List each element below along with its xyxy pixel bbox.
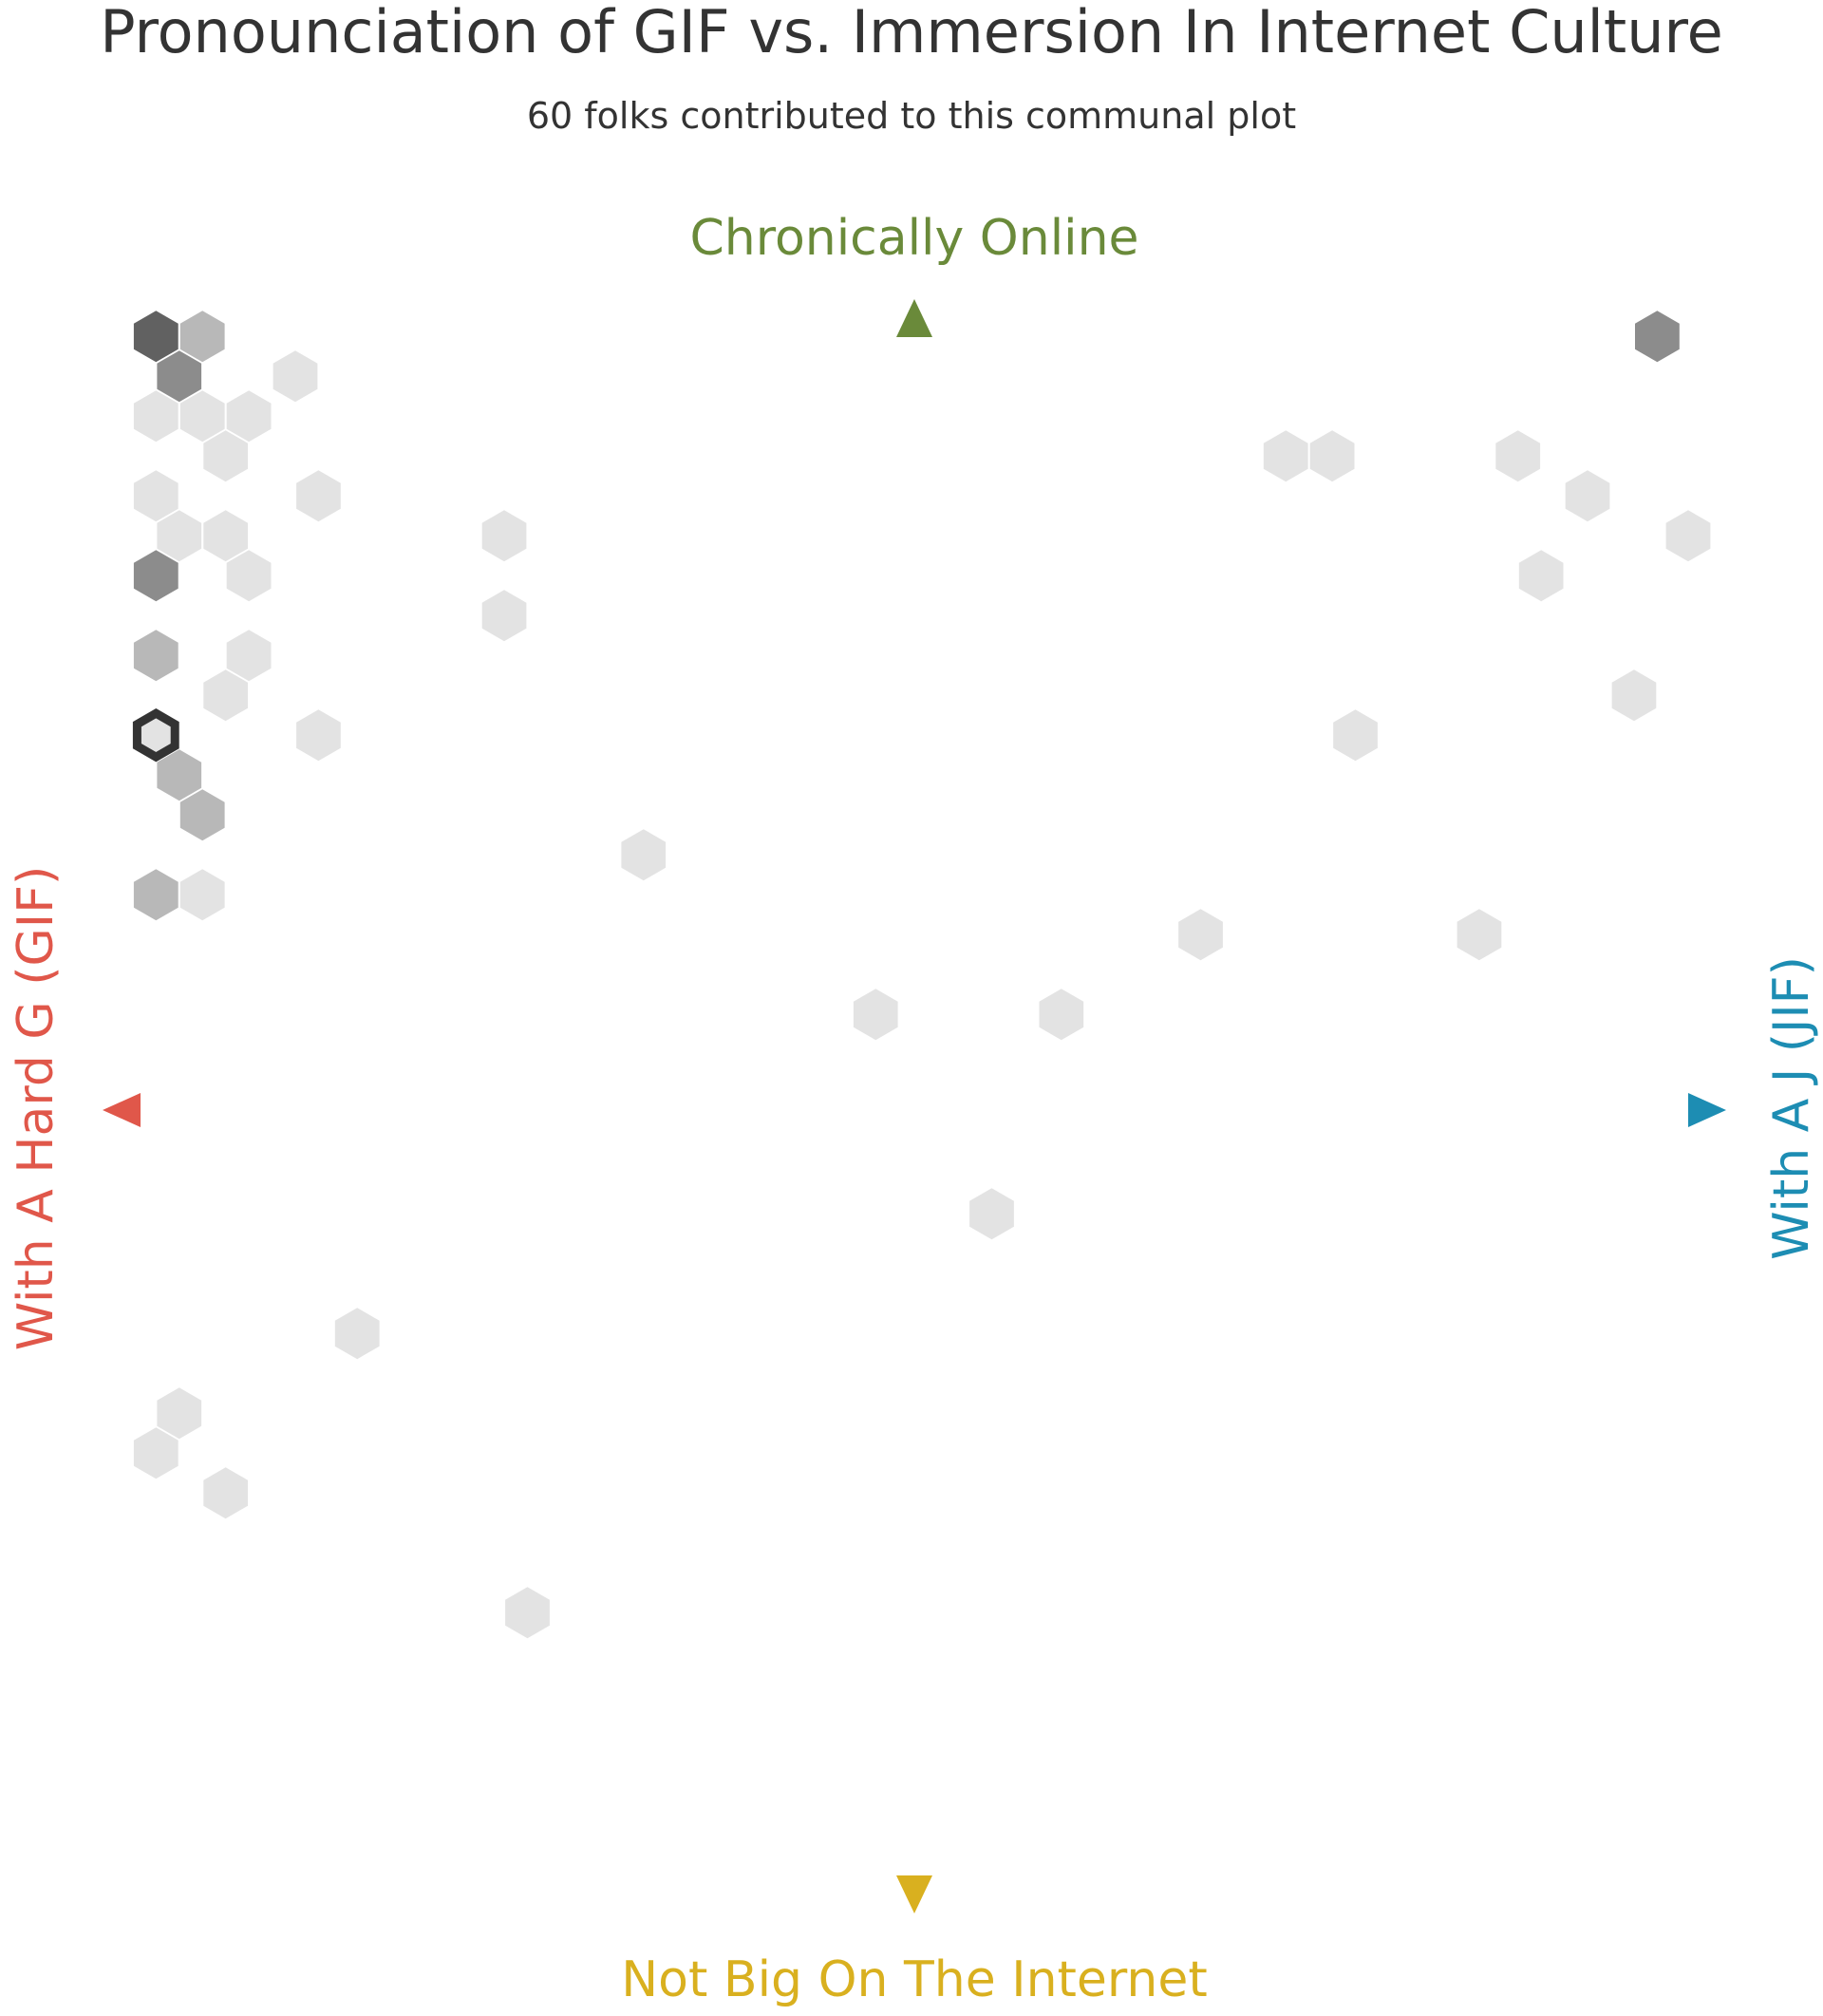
hexbin — [133, 390, 179, 443]
hexbin — [157, 510, 202, 562]
x-axis-left-arrow — [103, 1093, 141, 1127]
hexbin — [203, 1467, 248, 1519]
hexbin — [203, 669, 248, 722]
y-axis-bottom-arrow — [896, 1875, 932, 1913]
hexbin — [853, 989, 898, 1041]
hexbin — [179, 869, 225, 921]
hexbin — [481, 590, 527, 642]
hexbin — [1565, 470, 1610, 522]
axis-label-right: With A J (JIF) — [1763, 956, 1820, 1260]
chart-subtitle: 60 folks contributed to this communal pl… — [527, 95, 1296, 137]
hexbin — [157, 1387, 202, 1440]
hexbin — [1263, 430, 1308, 482]
hexbin — [226, 390, 272, 443]
hexbin — [179, 390, 225, 443]
hexbin — [273, 350, 318, 403]
hexbin — [1635, 311, 1680, 363]
hexbin — [1178, 909, 1223, 961]
hexbin — [1039, 989, 1084, 1041]
hexbin — [133, 630, 179, 682]
hexbin — [1495, 430, 1541, 482]
y-axis-top-arrow — [896, 299, 932, 337]
hexbin — [1611, 669, 1657, 722]
hexbin — [1333, 709, 1378, 762]
hexbin — [133, 550, 179, 602]
hexbin — [203, 430, 248, 482]
hexbin — [334, 1308, 380, 1360]
hexbin — [296, 709, 341, 762]
hexbin — [157, 350, 202, 403]
hexbin — [133, 470, 179, 522]
hexbin — [133, 1427, 179, 1479]
hexbin — [481, 510, 527, 562]
hexbin — [296, 470, 341, 522]
hexbin — [621, 829, 667, 881]
hexbin — [157, 749, 202, 801]
hexbin — [133, 311, 179, 363]
hexbin — [1457, 909, 1502, 961]
hexbin — [203, 510, 248, 562]
hexbin — [969, 1188, 1014, 1240]
axis-label-top: Chronically Online — [689, 210, 1138, 267]
axis-label-left: With A Hard G (GIF) — [8, 866, 65, 1351]
hexbin-highlight-outline — [132, 708, 179, 763]
hexbin — [226, 550, 272, 602]
hexbin — [1309, 430, 1355, 482]
hexbin — [1518, 550, 1564, 602]
chart-title: Pronounciation of GIF vs. Immersion In I… — [100, 0, 1723, 66]
hexbin — [179, 789, 225, 841]
hexbin — [226, 630, 272, 682]
hexbin — [505, 1587, 550, 1639]
hexbin-layer — [132, 311, 1711, 1639]
hexbin — [133, 869, 179, 921]
hexbin — [179, 311, 225, 363]
axis-label-bottom: Not Big On The Internet — [621, 1951, 1207, 2008]
x-axis-right-arrow — [1688, 1093, 1726, 1127]
hexbin — [1665, 510, 1711, 562]
